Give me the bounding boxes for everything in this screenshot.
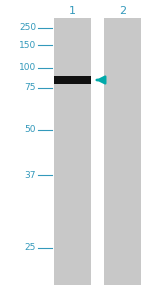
Text: 150: 150 bbox=[19, 40, 36, 50]
Text: 75: 75 bbox=[24, 84, 36, 93]
Text: 2: 2 bbox=[119, 6, 126, 16]
Bar bbox=[104, 18, 141, 285]
Text: 100: 100 bbox=[19, 64, 36, 72]
Text: 1: 1 bbox=[69, 6, 76, 16]
Text: 37: 37 bbox=[24, 171, 36, 180]
Text: 25: 25 bbox=[25, 243, 36, 253]
Text: 250: 250 bbox=[19, 23, 36, 33]
Text: 50: 50 bbox=[24, 125, 36, 134]
Bar bbox=[54, 76, 91, 84]
Bar bbox=[54, 18, 91, 285]
